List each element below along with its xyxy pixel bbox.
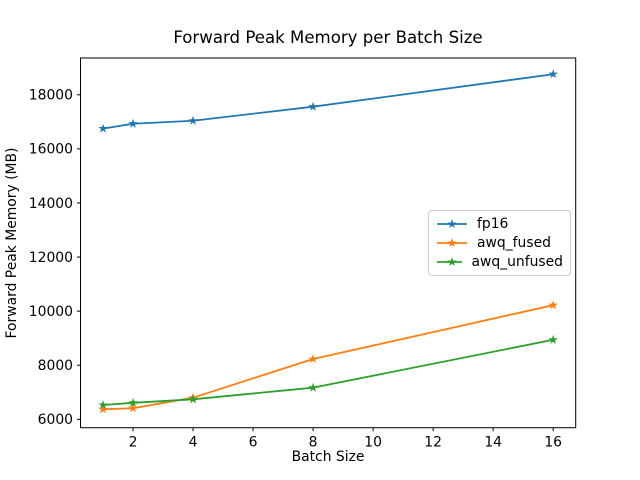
x-tick-label: 12 xyxy=(424,435,442,451)
star-marker-awq_unfused xyxy=(548,334,558,344)
star-marker-awq_fused xyxy=(128,403,138,413)
plot-area: 2 4 6 8 10 12 14 16 6000 8000 10000 12000 14000 16000… xyxy=(29,57,577,451)
star-marker-awq_fused xyxy=(308,354,318,364)
chart-title: Forward Peak Memory per Batch Size xyxy=(173,28,482,47)
x-tick-label: 6 xyxy=(249,435,258,451)
y-tick-label: 14000 xyxy=(29,196,73,212)
star-marker-awq_unfused xyxy=(308,382,318,392)
star-marker-awq_unfused xyxy=(98,399,108,410)
series-line-fp16 xyxy=(102,73,555,130)
line-star-swatch-icon xyxy=(437,238,467,248)
y-axis-label: Forward Peak Memory (MB) xyxy=(4,148,20,339)
legend-label: awq_unfused xyxy=(471,253,563,270)
x-tick-label: 16 xyxy=(544,435,562,451)
legend-item-awq-unfused: awq_unfused xyxy=(436,252,563,271)
x-axis-label: Batch Size xyxy=(292,449,365,465)
x-tick-label: 2 xyxy=(129,435,138,451)
star-marker-fp16 xyxy=(98,123,108,133)
series-line-awq_fused xyxy=(102,304,555,411)
series-line-awq_unfused xyxy=(102,338,555,406)
star-marker-awq_unfused xyxy=(128,397,138,407)
star-marker-fp16 xyxy=(308,101,318,111)
legend-item-awq-fused: awq_fused xyxy=(436,234,563,253)
star-marker-awq_fused xyxy=(548,300,558,310)
line-star-swatch-icon xyxy=(437,256,463,266)
star-marker-awq_fused xyxy=(98,404,108,414)
star-marker-fp16 xyxy=(128,118,138,128)
star-marker-awq_unfused xyxy=(188,394,198,404)
axes-spines xyxy=(80,57,577,429)
x-tick-label: 14 xyxy=(484,435,502,451)
y-tick-label: 6000 xyxy=(38,412,73,428)
star-marker-fp16 xyxy=(548,69,558,79)
legend-label: awq_fused xyxy=(477,235,551,251)
x-tick-label: 10 xyxy=(364,435,382,451)
star-marker-fp16 xyxy=(188,115,198,125)
y-tick-label: 16000 xyxy=(29,142,73,158)
y-tick-label: 8000 xyxy=(38,358,73,374)
line-star-swatch-icon xyxy=(437,219,467,229)
legend-item-fp16: fp16 xyxy=(436,215,563,234)
x-tick-label: 8 xyxy=(309,435,318,451)
x-tick-label: 4 xyxy=(189,435,198,451)
y-tick-label: 18000 xyxy=(29,88,73,104)
y-tick-label: 12000 xyxy=(29,250,73,266)
legend-label: fp16 xyxy=(477,216,509,233)
y-tick-label: 10000 xyxy=(29,304,73,320)
legend: fp16 awq_fused awq_unfused xyxy=(428,210,571,276)
